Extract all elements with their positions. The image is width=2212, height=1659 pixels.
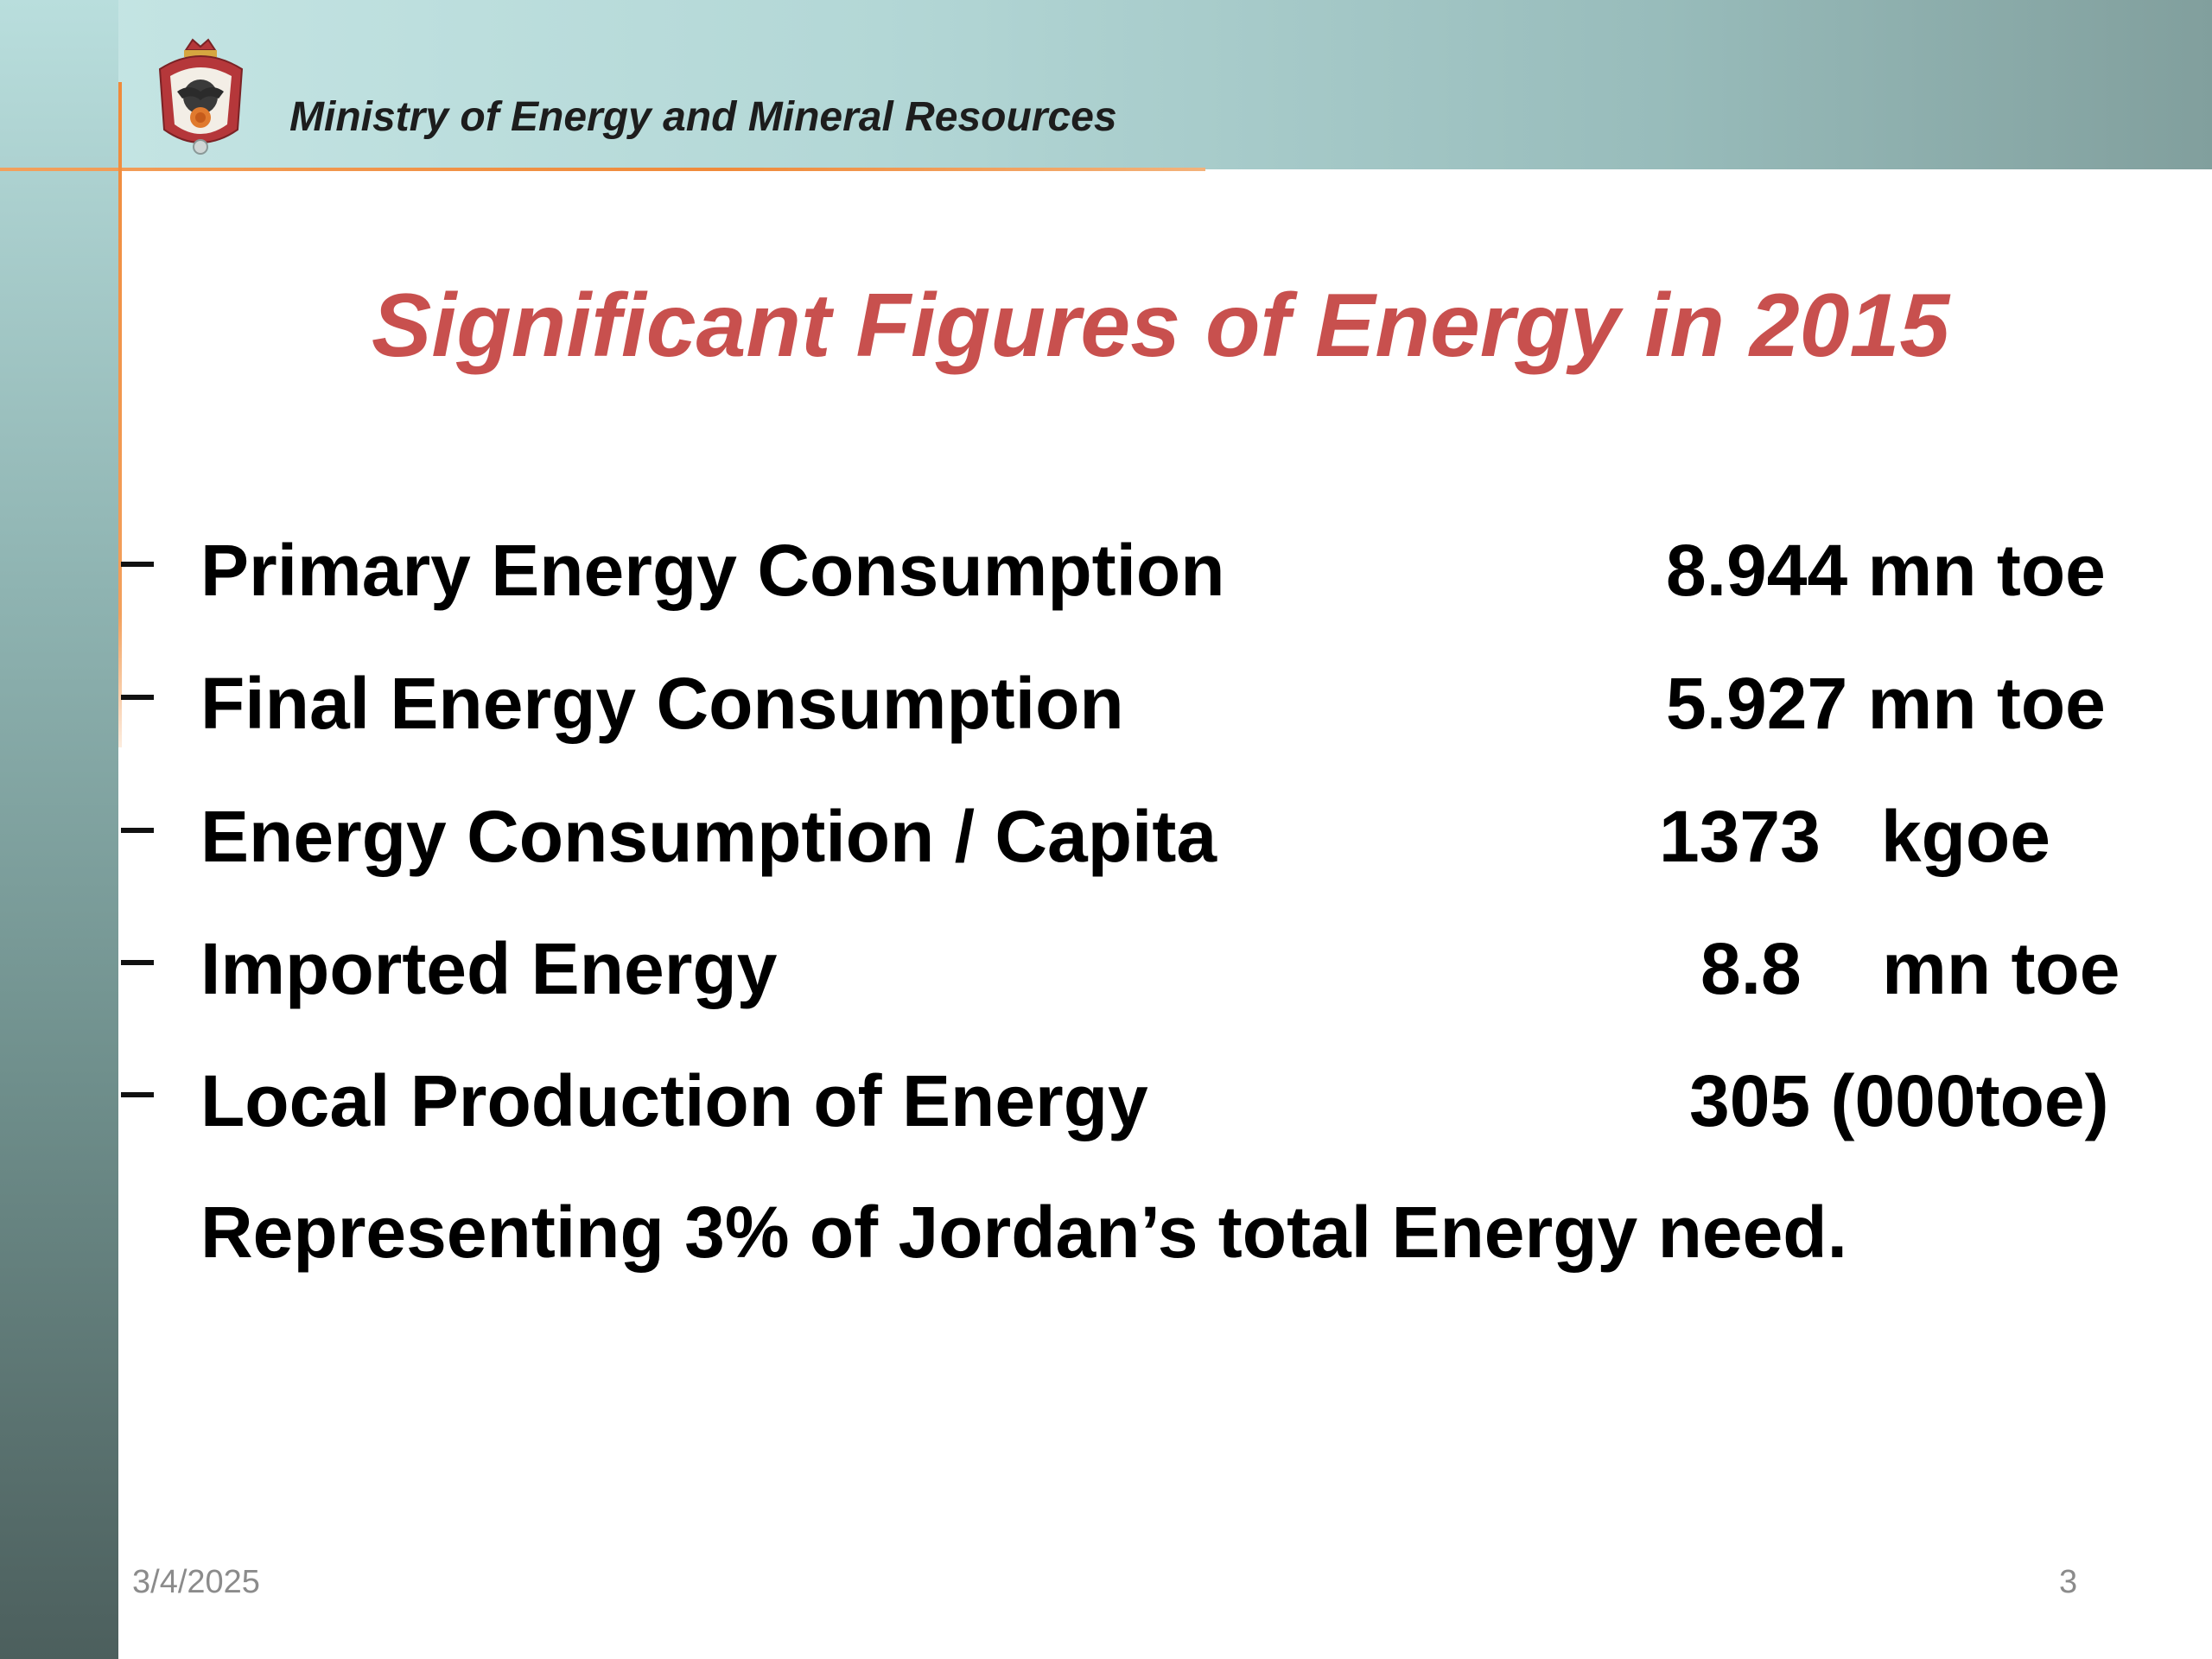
item-value: 8.8 mn toe bbox=[1700, 928, 2120, 1009]
item-label: Energy Consumption / Capita bbox=[200, 796, 1217, 877]
vertical-accent-line bbox=[118, 82, 122, 747]
content-panel bbox=[118, 171, 2212, 1659]
item-label: Local Production of Energy bbox=[200, 1060, 1148, 1141]
item-value: 1373 kgoe bbox=[1659, 796, 2050, 877]
list-item: Primary Energy Consumption 8.944 mn toe bbox=[0, 529, 2212, 615]
bullet-dash bbox=[121, 1092, 154, 1097]
header-divider bbox=[0, 168, 1205, 171]
ministry-name: Ministry of Energy and Mineral Resources bbox=[289, 94, 1117, 140]
item-value: 8.944 mn toe bbox=[1666, 530, 2106, 611]
item-label: Primary Energy Consumption bbox=[200, 530, 1225, 611]
list-item: Local Production of Energy 305 (000toe) bbox=[0, 1059, 2212, 1146]
bullet-dash bbox=[121, 960, 154, 965]
page-number: 3 bbox=[2059, 1564, 2078, 1600]
bullet-dash bbox=[121, 695, 154, 700]
item-value: 5.927 mn toe bbox=[1666, 663, 2106, 744]
bullet-dash bbox=[121, 828, 154, 833]
item-label: Imported Energy bbox=[200, 928, 778, 1009]
item-label: Final Energy Consumption bbox=[200, 663, 1124, 744]
bullet-dash bbox=[121, 562, 154, 567]
slide-date: 3/4/2025 bbox=[132, 1564, 260, 1600]
summary-note: Representing 3% of Jordan’s total Energy… bbox=[200, 1192, 1847, 1273]
slide-title: Significant Figures of Energy in 2015 bbox=[372, 276, 1950, 376]
left-gradient-bar bbox=[0, 0, 118, 1659]
list-item: Energy Consumption / Capita 1373 kgoe bbox=[0, 795, 2212, 881]
item-value: 305 (000toe) bbox=[1689, 1060, 2109, 1141]
header-band bbox=[0, 0, 2212, 169]
list-item: Imported Energy 8.8 mn toe bbox=[0, 927, 2212, 1014]
list-item: Final Energy Consumption 5.927 mn toe bbox=[0, 662, 2212, 748]
coat-of-arms-icon bbox=[151, 35, 251, 164]
